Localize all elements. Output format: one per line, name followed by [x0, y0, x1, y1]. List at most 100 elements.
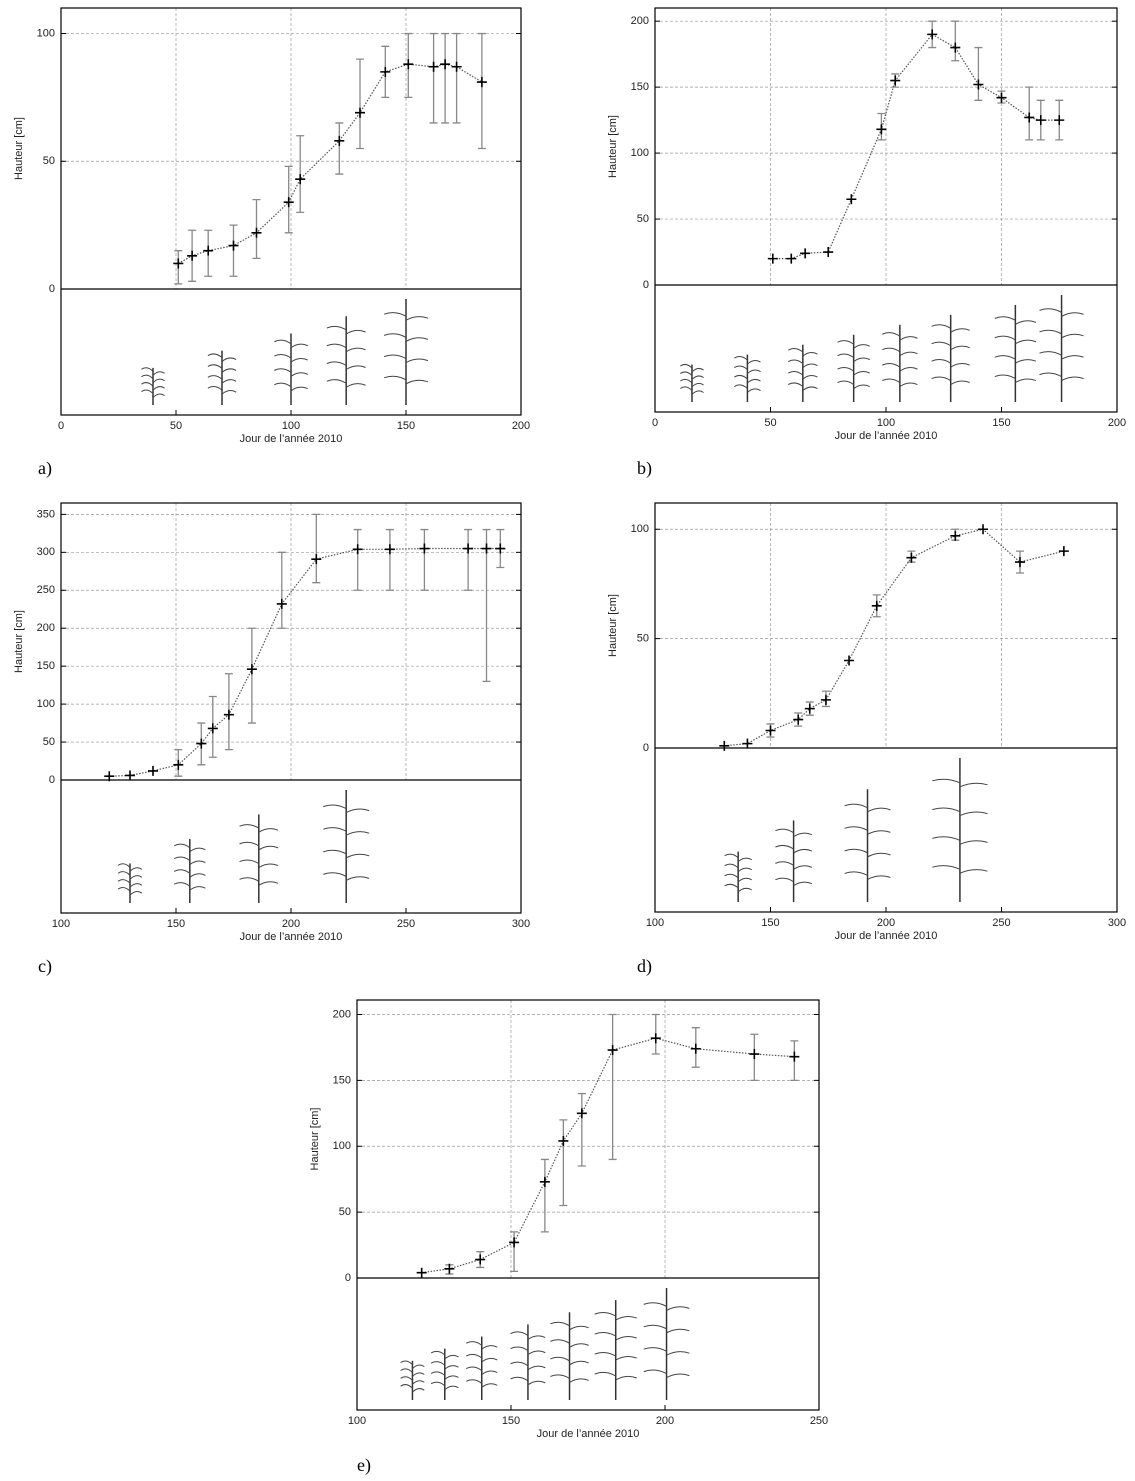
plant-leaf — [994, 316, 1037, 325]
plant-leaf — [326, 361, 366, 370]
plant-leaf — [931, 359, 970, 368]
plot-area — [357, 1000, 819, 1410]
y-tick-label: 350 — [37, 508, 55, 520]
plant-leaf — [510, 1331, 546, 1340]
plant-leaf — [775, 844, 813, 854]
y-tick-label: 100 — [37, 27, 55, 39]
plant-leaf — [788, 348, 818, 357]
x-tick-label: 100 — [52, 918, 70, 930]
data-point — [203, 245, 214, 256]
error-bar — [482, 528, 491, 682]
plant-leaf — [430, 1361, 459, 1370]
plant-leaf — [400, 1368, 425, 1377]
plant-leaf — [932, 807, 988, 817]
data-point — [1024, 112, 1035, 123]
x-axis-label: Jour de l’année 2010 — [835, 430, 938, 442]
data-point — [607, 1045, 618, 1056]
plant-leaf — [931, 324, 970, 333]
plant-leaf — [274, 339, 308, 349]
x-tick-label: 200 — [656, 1415, 674, 1427]
data-point — [871, 600, 882, 611]
plant-leaf — [117, 871, 143, 880]
y-tick-label: 300 — [37, 546, 55, 558]
error-bar — [429, 32, 438, 124]
x-tick-label: 200 — [877, 917, 895, 929]
error-bar — [312, 513, 321, 584]
panel-label: c) — [38, 956, 52, 977]
x-tick-label: 100 — [282, 420, 300, 432]
plant-leaf — [173, 843, 206, 853]
plant-leaf — [994, 374, 1037, 384]
plant-leaf — [844, 803, 891, 813]
error-bar — [974, 46, 983, 101]
y-axis-label: Hauteur [cm] — [607, 594, 619, 657]
x-tick-label: 50 — [764, 417, 776, 429]
plant-leaf — [882, 332, 918, 341]
plant-leaf — [383, 312, 429, 321]
plant-leaf — [734, 355, 761, 365]
data-point — [481, 543, 492, 554]
data-point — [539, 1176, 550, 1187]
error-bar — [356, 58, 364, 150]
plant-leaf — [788, 370, 818, 380]
data-point — [996, 92, 1007, 103]
y-tick-label: 50 — [637, 213, 649, 225]
data-point — [416, 1267, 427, 1278]
data-point — [148, 765, 158, 776]
error-bar — [296, 135, 305, 214]
plant-leaf — [465, 1353, 498, 1363]
data-point — [1014, 557, 1025, 568]
panel-label: d) — [637, 956, 652, 977]
data-point — [1035, 115, 1046, 126]
y-tick-label: 0 — [49, 774, 55, 786]
y-tick-label: 200 — [333, 1008, 351, 1020]
plot-frame — [356, 999, 820, 1411]
data-point — [927, 29, 938, 40]
data-point — [295, 174, 306, 185]
data-point — [207, 723, 218, 734]
data-point — [509, 1237, 520, 1248]
y-tick-label: 200 — [631, 15, 649, 27]
plant-leaf — [643, 1324, 690, 1334]
y-axis-label: Hauteur [cm] — [13, 117, 25, 180]
plant-leaf — [788, 382, 818, 391]
data-point — [384, 544, 395, 555]
plant-leaf — [239, 859, 279, 869]
data-point — [749, 1049, 760, 1060]
plant-leaf — [239, 877, 279, 886]
plant-leaf — [680, 378, 704, 388]
plant-leaf — [932, 778, 988, 788]
plant-leaf — [173, 856, 206, 865]
plant-leaf — [173, 869, 206, 878]
x-tick-label: 150 — [992, 417, 1010, 429]
error-bar — [385, 528, 394, 591]
data-point — [789, 1051, 800, 1062]
plant-leaf — [680, 371, 704, 380]
plant-leaf — [326, 343, 366, 353]
data-point — [125, 770, 135, 781]
plant-leaf — [643, 1369, 690, 1379]
plant-leaf — [430, 1350, 459, 1360]
error-bar — [608, 1013, 617, 1161]
plant-leaf — [430, 1371, 459, 1380]
data-point — [311, 554, 322, 565]
x-tick-label: 300 — [512, 918, 530, 930]
plant-leaf — [594, 1351, 637, 1361]
data-point — [173, 258, 184, 269]
data-point — [451, 61, 462, 72]
plant-leaf — [326, 325, 366, 335]
error-bar — [452, 32, 461, 124]
data-point — [283, 197, 294, 208]
y-tick-label: 200 — [37, 622, 55, 634]
plant-leaf — [510, 1361, 546, 1371]
data-point — [251, 227, 262, 238]
plant-leaf — [932, 836, 988, 845]
plant-leaf — [724, 873, 752, 883]
data-point — [334, 135, 345, 146]
plant-leaf — [1039, 372, 1084, 382]
plant-leaf — [323, 827, 370, 836]
plant-leaf — [882, 347, 918, 357]
plant-leaf — [141, 367, 165, 376]
plant-leaf — [775, 877, 813, 887]
plant-leaf — [173, 882, 206, 891]
